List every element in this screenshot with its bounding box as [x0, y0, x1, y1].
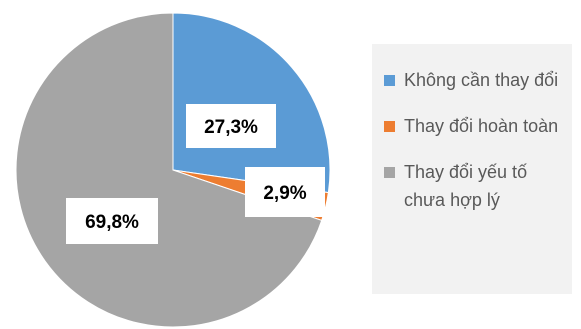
- pie-slice-1: [172, 12, 331, 194]
- data-label-text: 27,3%: [204, 117, 258, 138]
- legend: Không cần thay đổi Thay đổi hoàn toàn Th…: [372, 44, 572, 294]
- data-label-3: 69,8%: [66, 198, 158, 244]
- pie-slice-3: [15, 12, 323, 328]
- data-label-box: [245, 167, 325, 217]
- legend-label: Thay đổi yếu tố chưa hợp lý: [404, 162, 528, 210]
- legend-swatch: [384, 121, 395, 132]
- data-label-text: 2,9%: [263, 183, 306, 204]
- legend-label: Không cần thay đổi: [404, 70, 559, 90]
- legend-swatch: [384, 75, 395, 86]
- legend-item-khong-can-thay-doi: Không cần thay đổi: [384, 66, 562, 94]
- legend-swatch: [384, 167, 395, 178]
- legend-label: Thay đổi hoàn toàn: [404, 116, 559, 136]
- data-label-box: [186, 104, 276, 148]
- data-label-text: 69,8%: [85, 212, 139, 233]
- pie-data-labels: 27,3% 2,9% 69,8%: [66, 104, 325, 244]
- data-label-2: 2,9%: [245, 167, 325, 217]
- legend-item-thay-doi-yeu-to-chua-hop-ly: Thay đổi yếu tố chưa hợp lý: [384, 158, 562, 214]
- data-label-1: 27,3%: [186, 104, 276, 148]
- legend-item-thay-doi-hoan-toan: Thay đổi hoàn toàn: [384, 112, 562, 140]
- data-label-box: [66, 198, 158, 244]
